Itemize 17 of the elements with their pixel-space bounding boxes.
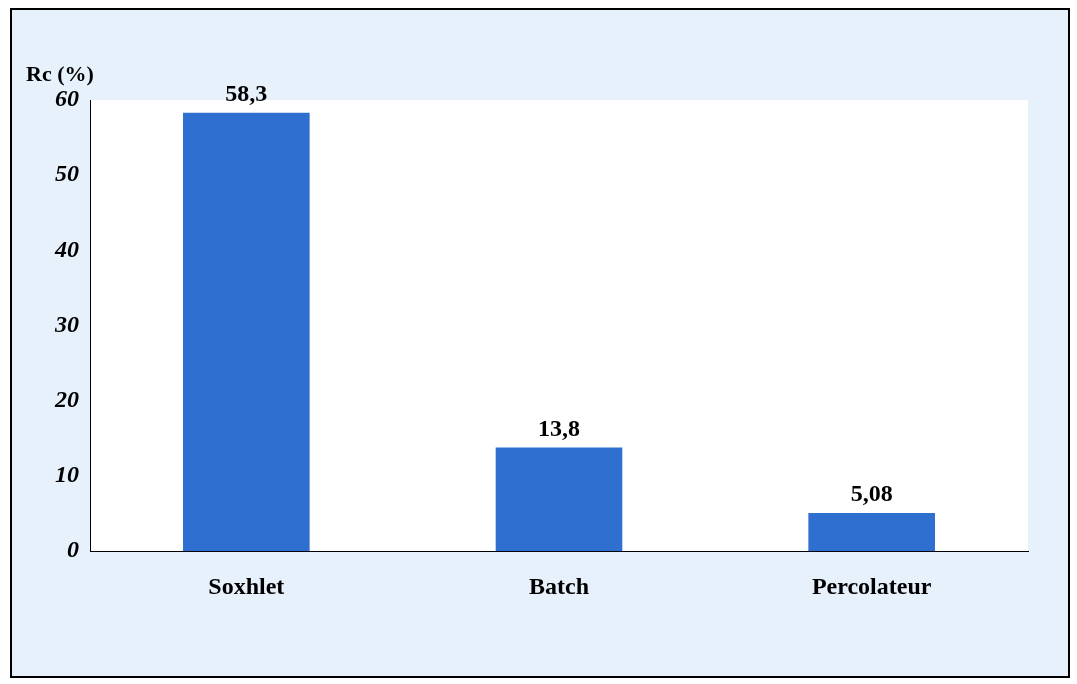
y-tick-label: 60 xyxy=(55,85,79,112)
data-label: 13,8 xyxy=(538,414,580,441)
x-tick-label: Batch xyxy=(529,572,589,599)
y-tick-label: 20 xyxy=(54,386,79,412)
y-tick-label: 50 xyxy=(55,160,79,187)
bar xyxy=(808,513,935,552)
y-tick-label: 30 xyxy=(54,310,79,337)
y-axis-title: Rc (%) xyxy=(26,60,94,86)
data-label: 5,08 xyxy=(850,480,893,507)
y-tick-label: 10 xyxy=(55,461,79,488)
bar xyxy=(183,112,310,552)
bar xyxy=(495,447,623,552)
x-tick-label: Percolateur xyxy=(811,572,932,599)
y-tick-label: 0 xyxy=(67,536,79,563)
x-tick-label: Soxhlet xyxy=(208,572,285,599)
y-tick-label: 40 xyxy=(54,235,79,262)
data-label: 58,3 xyxy=(225,79,268,106)
